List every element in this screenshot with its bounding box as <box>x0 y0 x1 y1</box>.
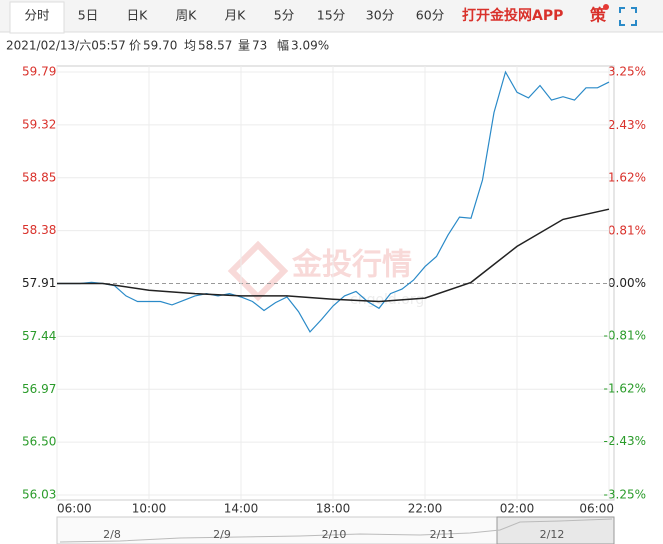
info-avg-label: 均 <box>184 39 196 53</box>
y2-tick-label: -3.25% <box>604 488 646 502</box>
tab[interactable]: 5分 <box>274 8 294 23</box>
info-price-label: 价 <box>129 39 141 53</box>
navigator-label: 2/9 <box>213 528 231 541</box>
y2-tick-label: 3.25% <box>608 65 646 79</box>
watermark: 金投行情 cngold.org <box>227 240 424 308</box>
watermark-site: cngold.org <box>350 292 424 308</box>
x-tick-label: 02:00 <box>500 502 535 516</box>
strategy-button[interactable]: 策 <box>589 6 607 25</box>
navigator-label: 2/11 <box>430 528 455 541</box>
info-price: 59.70 <box>143 39 177 53</box>
navigator-label: 2/8 <box>103 528 121 541</box>
x-tick-label: 18:00 <box>316 502 351 516</box>
y-tick-label: 56.97 <box>22 382 56 396</box>
y2-tick-label: 0.00% <box>608 276 646 290</box>
tab[interactable]: 周K <box>176 8 198 23</box>
tab[interactable]: 15分 <box>317 8 345 23</box>
info-range: 3.09% <box>291 39 329 53</box>
y2-tick-label: 0.81% <box>608 223 646 237</box>
info-range-label: 幅 <box>277 38 289 53</box>
y2-tick-label: -2.43% <box>604 434 646 448</box>
tab-bar <box>0 0 663 32</box>
fullscreen-button[interactable] <box>619 7 637 26</box>
tab[interactable]: 30分 <box>366 8 394 23</box>
series-line <box>57 208 610 303</box>
app-link[interactable]: 打开金投网APP <box>462 7 563 24</box>
y-tick-label: 58.85 <box>22 170 56 184</box>
y2-tick-label: 2.43% <box>608 118 646 132</box>
x-tick-label: 14:00 <box>224 502 259 516</box>
badge-dot <box>603 4 609 10</box>
series-line <box>57 70 610 333</box>
x-tick-label: 06:00 <box>57 502 92 516</box>
active-tab-bg <box>9 1 65 34</box>
y-tick-label: 59.32 <box>22 117 56 131</box>
y-tick-label: 59.79 <box>22 65 56 79</box>
watermark-title: 金投行情 <box>291 248 412 283</box>
info-volume-label: 量 <box>238 39 250 53</box>
y-tick-label: 56.03 <box>22 488 56 502</box>
y-tick-label: 57.44 <box>22 329 56 343</box>
tab[interactable]: 5日 <box>78 8 98 23</box>
navigator[interactable] <box>56 516 498 544</box>
navigator-line <box>59 518 613 543</box>
y-tick-label: 56.50 <box>22 435 56 449</box>
y2-tick-label: -0.81% <box>604 329 646 343</box>
y-tick-label: 58.38 <box>22 223 56 237</box>
tab[interactable]: 分时 <box>24 8 50 23</box>
y2-tick-label: -1.62% <box>604 381 646 395</box>
x-tick-label: 06:00 <box>579 502 614 516</box>
y-tick-label: 57.91 <box>22 276 56 290</box>
info-volume: 73 <box>252 39 267 53</box>
info-avg: 58.57 <box>198 39 232 53</box>
plot-frame <box>56 65 615 501</box>
x-tick-label: 22:00 <box>408 502 443 516</box>
tab[interactable]: 60分 <box>416 8 444 23</box>
y2-tick-label: 1.62% <box>608 171 646 185</box>
watermark-logo <box>227 240 289 302</box>
navigator-window[interactable] <box>496 516 615 544</box>
tab[interactable]: 月K <box>225 8 247 23</box>
navigator-label: 2/12 <box>540 528 565 541</box>
navigator-label: 2/10 <box>322 528 347 541</box>
x-tick-label: 10:00 <box>132 502 167 516</box>
tab[interactable]: 日K <box>127 8 149 23</box>
info-time: 2021/02/13/六05:57 <box>6 39 126 53</box>
